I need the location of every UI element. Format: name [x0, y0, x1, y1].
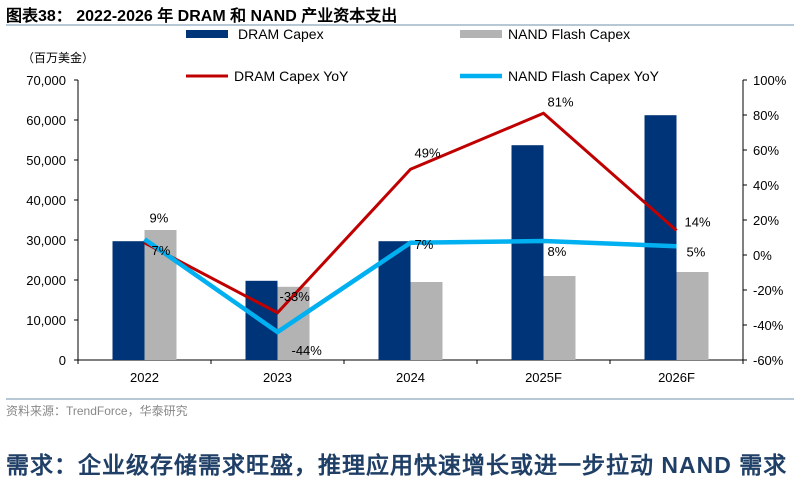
left-tick-label: 20,000	[26, 273, 66, 288]
source-note: 资料来源：TrendForce，华泰研究	[6, 404, 188, 418]
source-divider	[6, 398, 794, 400]
right-tick-label: 0%	[753, 248, 772, 263]
left-tick-label: 30,000	[26, 233, 66, 248]
nand-yoy-line	[143, 237, 677, 335]
figure-title: 图表38： 2022-2026 年 DRAM 和 NAND 产业资本支出	[6, 8, 398, 25]
right-tick-label: 80%	[753, 108, 779, 123]
title-divider	[6, 24, 794, 26]
footer-headline: 需求：企业级存储需求旺盛，推理应用快速增长或进一步拉动 NAND 需求	[6, 452, 788, 478]
legend-label-nand-capex: NAND Flash Capex	[508, 26, 630, 42]
legend-swatch-dram-capex	[186, 30, 228, 38]
dram-yoy-line	[143, 111, 678, 315]
right-tick-label: -40%	[753, 318, 784, 333]
nand-capex-bar	[543, 276, 576, 360]
right-tick-label: 100%	[753, 73, 787, 88]
legend-swatch-nand-capex	[460, 30, 502, 38]
dram-yoy-label: 7%	[152, 243, 171, 258]
x-tick-label: 2022	[130, 370, 159, 385]
nand-capex-bar	[410, 282, 443, 360]
x-tick-label: 2023	[263, 370, 292, 385]
x-tick-label: 2024	[396, 370, 425, 385]
left-tick-label: 10,000	[26, 313, 66, 328]
nand-yoy-label: 8%	[548, 244, 567, 259]
dram-yoy-label: 14%	[685, 215, 711, 230]
left-tick-label: 40,000	[26, 193, 66, 208]
nand-yoy-label: 7%	[415, 237, 434, 252]
legend-label-dram-yoy: DRAM Capex YoY	[234, 68, 349, 84]
right-tick-label: -20%	[753, 283, 784, 298]
right-tick-label: 60%	[753, 143, 779, 158]
nand-yoy-label: -44%	[292, 343, 323, 358]
dram-capex-bar	[112, 241, 145, 360]
right-tick-label: 40%	[753, 178, 779, 193]
x-tick-label: 2026F	[658, 370, 695, 385]
dram-yoy-label: 81%	[548, 94, 574, 109]
left-tick-label: 50,000	[26, 153, 66, 168]
right-tick-label: -60%	[753, 353, 784, 368]
x-tick-label: 2025F	[525, 370, 562, 385]
dram-yoy-label: -33%	[280, 289, 311, 304]
nand-yoy-label: 9%	[150, 210, 169, 225]
right-tick-label: 20%	[753, 213, 779, 228]
y-axis-label: （百万美金）	[22, 50, 94, 65]
dram-capex-bar	[644, 115, 677, 360]
left-tick-label: 70,000	[26, 73, 66, 88]
nand-yoy-label: 5%	[687, 244, 706, 259]
left-tick-label: 60,000	[26, 113, 66, 128]
dram-capex-bar	[511, 145, 544, 360]
legend-label-nand-yoy: NAND Flash Capex YoY	[508, 68, 660, 84]
nand-capex-bar	[676, 272, 709, 360]
dram-yoy-label: 49%	[415, 145, 441, 160]
left-tick-label: 0	[59, 353, 66, 368]
legend: DRAM Capex NAND Flash Capex DRAM Capex YoY…	[186, 26, 660, 84]
legend-label-dram-capex: DRAM Capex	[238, 26, 324, 42]
